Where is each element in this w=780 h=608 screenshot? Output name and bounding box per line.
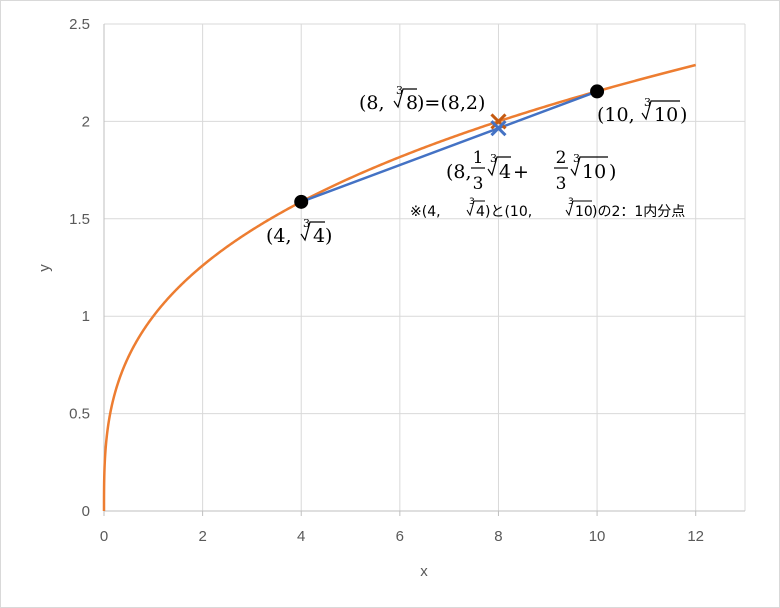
- label-note: ※(4, 3 4 )と(10, 3 10 )の2：1内分点: [410, 197, 685, 220]
- label-p8-open: (8,: [359, 92, 385, 114]
- label-mid-num2: 2: [556, 148, 567, 168]
- x-tick-label: 0: [100, 528, 108, 545]
- chord-line: [300, 90, 598, 204]
- y-tick-label: 1.5: [69, 211, 90, 228]
- radical-sign: [300, 221, 325, 242]
- label-mid-close: ): [609, 161, 616, 183]
- label-p10-close: ): [680, 104, 687, 126]
- label-p8-rad: 8: [406, 92, 418, 114]
- y-tick-label: 0.5: [69, 406, 90, 423]
- label-point-8: (8, 3 8 )=(8,2): [359, 84, 485, 114]
- label-mid-rad2: 10: [582, 161, 606, 183]
- x-marker: [490, 113, 507, 130]
- radical-sign: [393, 88, 417, 109]
- label-mid-index2: 3: [573, 152, 580, 165]
- radical-sign: [466, 200, 485, 217]
- y-tick-labels: 0 0.5 1 1.5 2 2.5: [69, 16, 90, 520]
- x-tick-label: 12: [687, 528, 704, 545]
- note-end: )の2：1内分点: [592, 204, 685, 220]
- label-mid-open: (8,: [446, 161, 472, 183]
- cube-root-curve: [102, 63, 696, 511]
- axes: [103, 24, 745, 516]
- x-marker: [490, 120, 507, 137]
- x-axis-title: x: [420, 563, 428, 580]
- radical-sign: [565, 200, 592, 217]
- label-point-4: (4, 3 4 ): [266, 217, 332, 247]
- label-p4-index: 3: [303, 217, 310, 230]
- y-tick-label: 0: [82, 503, 90, 520]
- note-index1: 3: [469, 197, 475, 207]
- label-mid-den: 3: [473, 174, 484, 194]
- label-p4-open: (4,: [266, 225, 292, 247]
- label-mid-den2: 3: [556, 174, 567, 194]
- label-mid-index1: 3: [490, 152, 497, 165]
- label-p10-open: (10,: [597, 104, 635, 126]
- point-marker: [590, 84, 605, 99]
- note-rad2: 10: [575, 204, 593, 220]
- note-index2: 3: [568, 197, 574, 207]
- label-midpoint: (8, 1 3 3 4 + 2 3 3 10 ): [446, 148, 616, 194]
- x-tick-label: 4: [297, 528, 305, 545]
- radical-sign: [641, 100, 680, 121]
- y-axis-title: y: [36, 264, 53, 272]
- x-tick-label: 6: [396, 528, 404, 545]
- radical-sign: [570, 156, 608, 177]
- point-marker: [294, 194, 309, 209]
- radical-sign: [487, 156, 511, 177]
- label-p10-index: 3: [644, 96, 651, 109]
- label-mid-plus: +: [513, 161, 529, 183]
- y-tick-label: 2.5: [69, 16, 90, 33]
- label-mid-num: 1: [473, 148, 484, 168]
- note-start: ※(4,: [410, 204, 441, 220]
- x-tick-labels: 0 2 4 6 8 10 12: [100, 528, 704, 545]
- x-tick-label: 2: [198, 528, 206, 545]
- y-tick-label: 1: [82, 308, 90, 325]
- note-rad1: 4: [476, 204, 485, 220]
- label-p10-rad: 10: [654, 104, 678, 126]
- label-mid-rad1: 4: [499, 161, 511, 183]
- markers: [294, 84, 605, 209]
- y-tick-label: 2: [82, 113, 90, 130]
- x-marker-stroke: [490, 113, 507, 130]
- label-point-10: (10, 3 10 ): [597, 96, 687, 126]
- label-p4-close: ): [325, 225, 332, 247]
- grid-lines: [104, 23, 746, 511]
- x-tick-label: 8: [494, 528, 502, 545]
- label-p8-close: )=(8,2): [417, 92, 485, 114]
- x-marker-stroke: [490, 120, 507, 137]
- note-mid: )と(10,: [485, 204, 532, 220]
- x-tick-label: 10: [589, 528, 606, 545]
- label-p4-rad: 4: [313, 225, 325, 247]
- label-p8-index: 3: [396, 84, 403, 97]
